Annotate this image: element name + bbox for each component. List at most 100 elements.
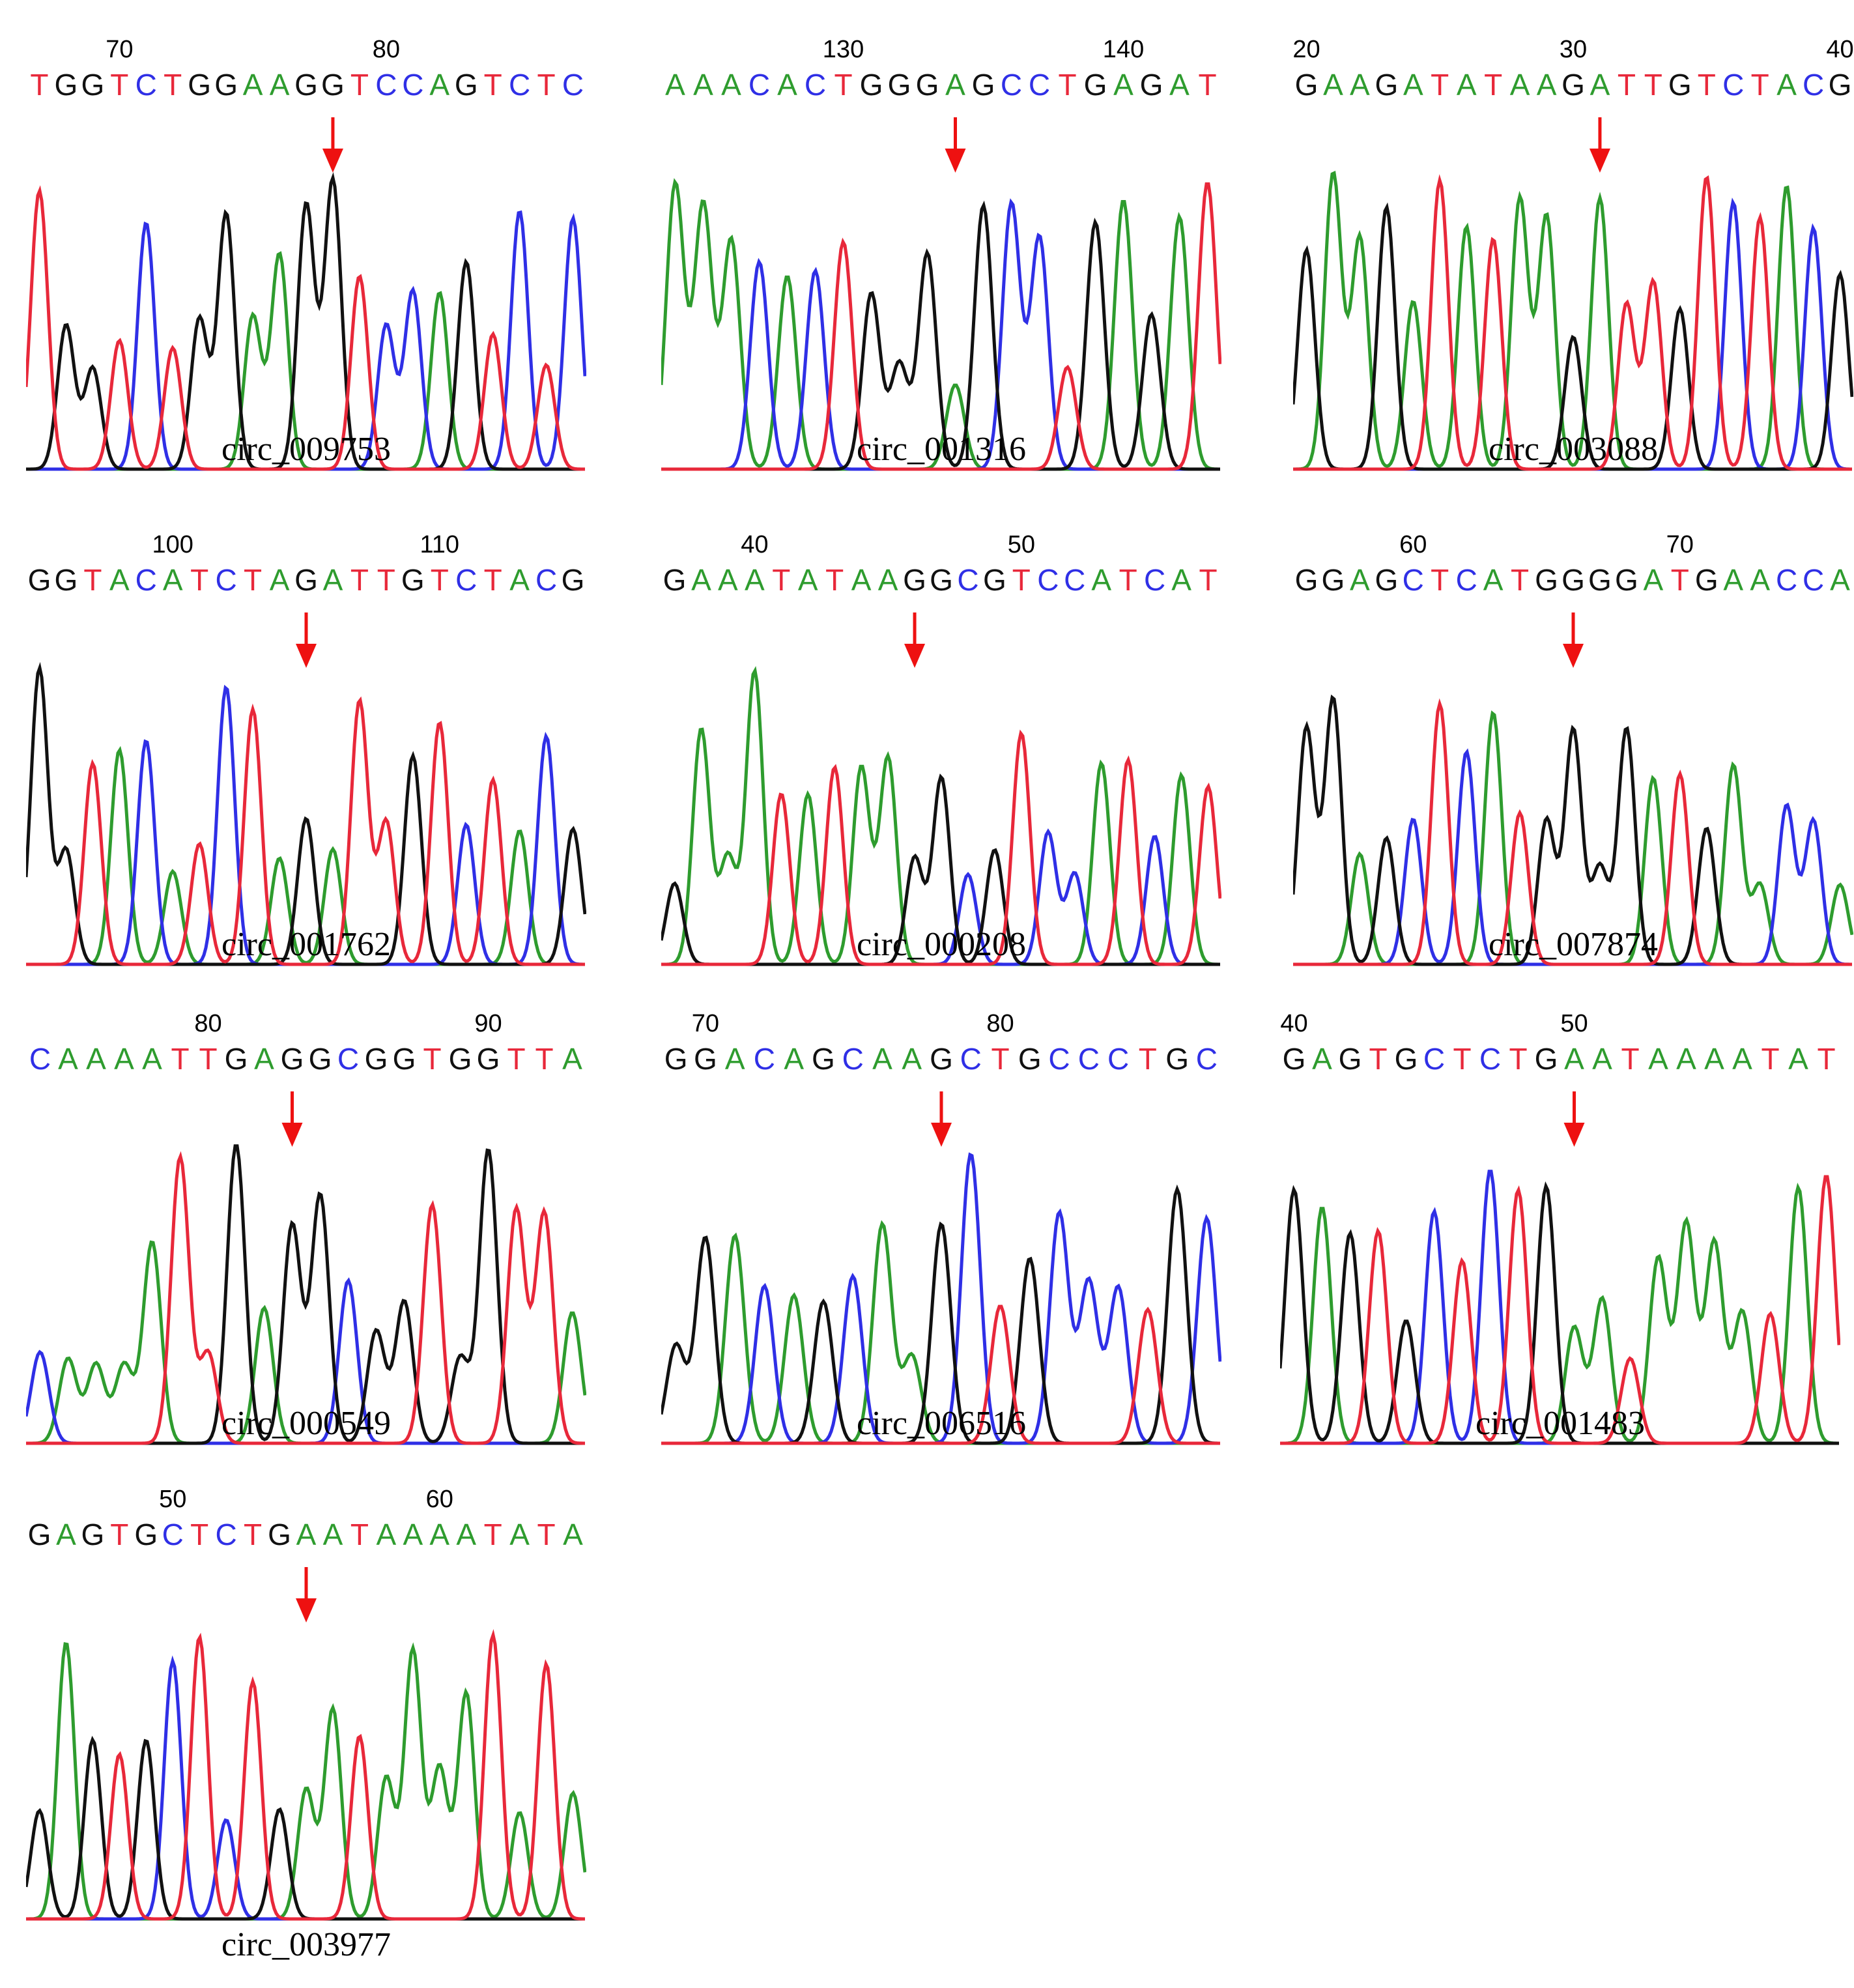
base-call-letter: C — [1722, 68, 1744, 102]
base-call-letter: T — [1751, 68, 1769, 102]
base-call-letter: C — [1803, 68, 1824, 102]
chromatogram-panel: 20 30 40 G A A G A T A T A A G A T T G T C T A C G circ_003088 — [1293, 20, 1853, 505]
sequence-strip: 100 110 G G T A C A T C T A G A T T G T C T A C G — [26, 531, 586, 611]
chromatogram-panel: 50 60 G A G T G C T C T G A A T A A A A T A T A circ_003977 — [26, 1469, 586, 1963]
base-call-letter: T — [1511, 563, 1529, 597]
base-call-letter: A — [665, 68, 685, 102]
position-tick-label: 50 — [1008, 531, 1035, 558]
position-tick-label: 20 — [1293, 36, 1320, 63]
base-call-letter: G — [455, 68, 478, 102]
base-call-letter: A — [243, 68, 263, 102]
base-call-letter: G — [1562, 563, 1585, 597]
base-call-letter: A — [403, 1518, 423, 1551]
base-call-letter: T — [1671, 563, 1689, 597]
base-call-letter: A — [1113, 68, 1134, 102]
base-call-letter: G — [664, 1042, 688, 1076]
base-call-letter: T — [190, 1518, 208, 1551]
panel-label: circ_001316 — [857, 431, 1026, 468]
base-call-letter: G — [812, 1042, 835, 1076]
position-tick-label: 130 — [823, 36, 864, 63]
base-call-letter: A — [1510, 68, 1530, 102]
panel-label: circ_003088 — [1489, 431, 1658, 468]
base-call-letter: G — [903, 563, 926, 597]
position-tick-label: 110 — [420, 531, 459, 558]
base-call-letter: T — [244, 563, 262, 597]
base-call-letter: A — [1723, 563, 1743, 597]
base-call-letter: C — [1803, 563, 1824, 597]
base-call-letter: A — [563, 1518, 583, 1551]
base-call-letter: G — [694, 1042, 717, 1076]
base-call-letter: G — [1615, 563, 1638, 597]
chromatogram-trace — [26, 117, 586, 479]
trace-channel-t — [26, 1629, 585, 1921]
base-call-letter: T — [171, 1042, 189, 1076]
base-call-letter: A — [872, 1042, 892, 1076]
base-call-letter: A — [1776, 68, 1797, 102]
panel-label: circ_003977 — [221, 1926, 391, 1963]
base-call-letter: G — [972, 68, 995, 102]
base-call-letter: G — [1322, 563, 1345, 597]
base-call-letter: A — [163, 563, 183, 597]
position-tick-label: 40 — [741, 531, 768, 558]
base-call-letter: A — [1171, 563, 1191, 597]
base-call-letter: T — [431, 563, 449, 597]
junction-arrow-icon — [931, 1091, 952, 1147]
base-call-letter: A — [1564, 1042, 1584, 1076]
base-call-letter: A — [323, 563, 343, 597]
position-tick-label: 80 — [986, 1010, 1014, 1037]
base-call-letter: A — [429, 1518, 449, 1551]
trace-channel-g — [1293, 202, 1853, 471]
trace-channel-t — [1293, 698, 1852, 966]
base-call-letter: C — [1107, 1042, 1129, 1076]
base-call-letter: A — [693, 68, 713, 102]
base-call-letter: A — [270, 563, 290, 597]
base-call-letter: T — [1618, 68, 1636, 102]
base-call-letter: A — [509, 563, 530, 597]
position-tick-label: 70 — [692, 1010, 719, 1037]
base-call-letter: A — [109, 563, 130, 597]
position-tick-label: 60 — [426, 1486, 453, 1513]
base-call-letter: C — [957, 563, 978, 597]
position-tick-label: 90 — [474, 1010, 502, 1037]
base-call-letter: C — [1776, 563, 1797, 597]
base-call-letter: T — [991, 1042, 1009, 1076]
position-tick-label: 100 — [152, 531, 193, 558]
base-call-letter: A — [296, 1518, 317, 1551]
base-call-letter: C — [216, 563, 237, 597]
trace-channel-t — [26, 696, 585, 966]
base-call-letter: C — [402, 68, 423, 102]
base-call-letter: A — [1750, 563, 1770, 597]
base-call-letter: A — [1312, 1042, 1332, 1076]
base-call-letter: C — [562, 68, 584, 102]
base-call-letter: A — [270, 68, 290, 102]
chromatogram-panel: 100 110 G G T A C A T C T A G A T T G T C T A C G circ_001762 — [26, 515, 586, 1000]
base-call-letter: A — [1350, 68, 1370, 102]
base-call-letter: T — [537, 68, 556, 102]
position-tick-label: 40 — [1280, 1010, 1307, 1037]
base-call-letter: G — [294, 563, 318, 597]
base-call-letter: G — [930, 563, 953, 597]
position-tick-label: 50 — [1560, 1010, 1588, 1037]
base-call-letter: G — [188, 68, 211, 102]
trace-channel-t — [26, 185, 585, 471]
position-tick-label: 70 — [106, 36, 133, 63]
base-call-letter: A — [718, 563, 738, 597]
base-call-letter: C — [1456, 563, 1477, 597]
sequence-strip: 70 80 T G G T C T G G A A G G T C C A G T C T C — [26, 36, 586, 116]
junction-arrow-icon — [296, 612, 317, 668]
base-call-letter: G — [1295, 563, 1319, 597]
base-call-letter: A — [725, 1042, 745, 1076]
position-tick-label: 50 — [159, 1486, 186, 1513]
base-call-letter: A — [1350, 563, 1370, 597]
base-call-letter: A — [945, 68, 965, 102]
trace-channel-g — [26, 172, 585, 471]
base-call-letter: A — [1169, 68, 1190, 102]
base-call-letter: C — [754, 1042, 775, 1076]
base-call-letter: T — [834, 68, 852, 102]
base-call-letter: G — [1562, 68, 1585, 102]
base-call-letter: T — [1453, 1042, 1471, 1076]
base-call-letter: G — [28, 1518, 51, 1551]
base-call-letter: G — [365, 1042, 388, 1076]
junction-arrow-icon — [1563, 1091, 1585, 1147]
base-call-letter: A — [1590, 68, 1610, 102]
